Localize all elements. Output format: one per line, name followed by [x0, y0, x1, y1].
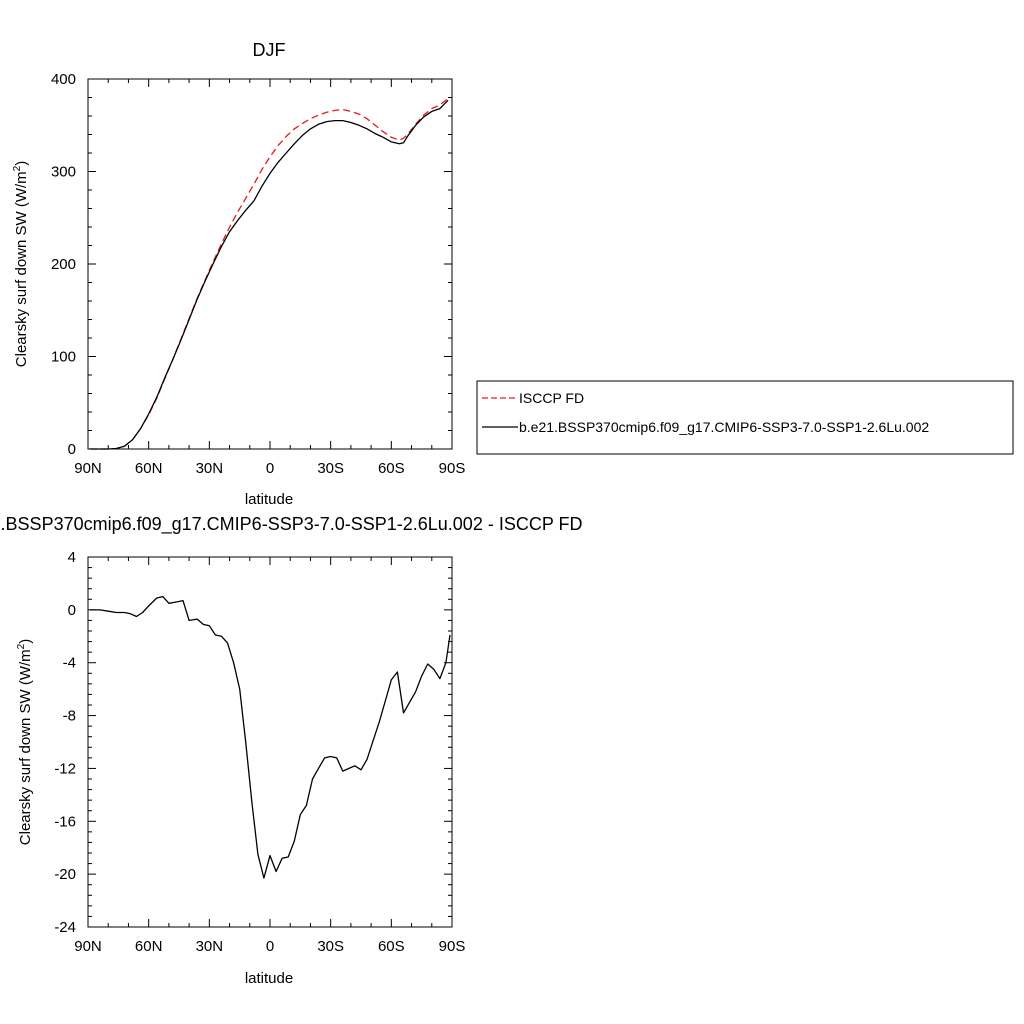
top-y-axis-label-sup: 2	[12, 165, 23, 171]
top-xtick-label: 0	[266, 460, 274, 477]
top-ytick-label: 300	[51, 164, 76, 181]
legend-box	[476, 380, 1014, 455]
legend: ISCCP FD b.e21.BSSP370cmip6.f09_g17.CMIP…	[476, 380, 1014, 455]
bottom-xtick-label: 30S	[317, 938, 344, 955]
top-xtick-label: 60N	[135, 460, 163, 477]
bottom-ytick-label: -16	[54, 813, 76, 830]
top-xtick-label: 90S	[439, 460, 466, 477]
top-xtick-label: 60S	[378, 460, 405, 477]
bottom-ytick-label: -8	[63, 708, 76, 725]
bottom-xtick-label: 90S	[439, 938, 466, 955]
bottom-ytick-label: 0	[68, 602, 76, 619]
bottom-ytick-label: -20	[54, 866, 76, 883]
top-y-axis-label-main: Clearsky surf down SW (W/m	[13, 171, 30, 367]
top-y-axis-label: Clearsky surf down SW (W/m2)	[12, 161, 30, 367]
bottom-chart-title: b.e21.BSSP370cmip6.f09_g17.CMIP6-SSP3-7.…	[0, 514, 583, 535]
top-y-axis-label-end: )	[13, 161, 30, 166]
top-xtick-label: 90N	[74, 460, 102, 477]
top-x-ticks: 90N 60N 30N 0 30S 60S 90S	[74, 79, 465, 477]
bottom-y-axis-label-main: Clearsky surf down SW (W/m	[17, 649, 34, 845]
bottom-xtick-label: 0	[266, 938, 274, 955]
top-series-lines	[90, 97, 449, 450]
bottom-y-axis-label: Clearsky surf down SW (W/m2)	[16, 639, 34, 845]
top-series-line-1	[90, 99, 449, 450]
bottom-ytick-label: -4	[63, 655, 76, 672]
bottom-ytick-label: -24	[54, 919, 76, 936]
top-ytick-label: 0	[68, 441, 76, 458]
bottom-ytick-label: -12	[54, 760, 76, 777]
bottom-panel: b.e21.BSSP370cmip6.f09_g17.CMIP6-SSP3-7.…	[0, 514, 583, 987]
top-plot-frame	[87, 78, 453, 450]
bottom-series-line-0	[90, 595, 451, 879]
top-panel: DJF 90N 60N 30N 0 30S 60S 90S 0 100 200 300 400 la…	[12, 40, 465, 508]
top-xtick-label: 30S	[317, 460, 344, 477]
bottom-series-lines	[90, 595, 451, 879]
bottom-xtick-label: 60N	[135, 938, 163, 955]
bottom-y-ticks: -24 -20 -16 -12 -8 -4 0 4	[54, 549, 452, 936]
bottom-xtick-label: 30N	[196, 938, 224, 955]
top-y-ticks: 0 100 200 300 400	[51, 71, 452, 458]
top-x-axis-label: latitude	[245, 491, 293, 508]
top-xtick-label: 30N	[196, 460, 224, 477]
top-chart-title: DJF	[253, 40, 286, 60]
legend-label-model: b.e21.BSSP370cmip6.f09_g17.CMIP6-SSP3-7.…	[519, 419, 929, 435]
bottom-x-ticks: 90N 60N 30N 0 30S 60S 90S	[74, 557, 465, 955]
bottom-xtick-label: 60S	[378, 938, 405, 955]
top-ytick-label: 200	[51, 256, 76, 273]
top-series-line-0	[90, 97, 449, 450]
bottom-x-axis-label: latitude	[245, 970, 293, 987]
bottom-ytick-label: 4	[68, 549, 76, 566]
bottom-xtick-label: 90N	[74, 938, 102, 955]
legend-label-isccp: ISCCP FD	[519, 390, 584, 406]
bottom-y-axis-label-end: )	[17, 639, 34, 644]
top-ytick-label: 400	[51, 71, 76, 88]
bottom-y-axis-label-sup: 2	[16, 643, 27, 649]
top-ytick-label: 100	[51, 349, 76, 366]
